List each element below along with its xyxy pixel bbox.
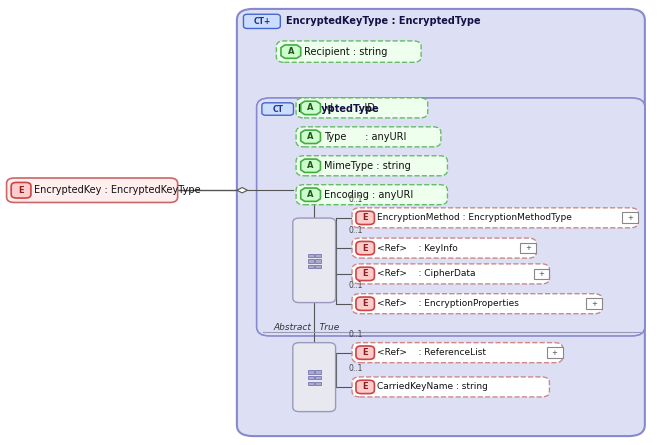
FancyBboxPatch shape — [262, 103, 293, 115]
FancyBboxPatch shape — [534, 268, 549, 279]
FancyBboxPatch shape — [315, 265, 321, 268]
Text: EncryptedKey : EncryptedKeyType: EncryptedKey : EncryptedKeyType — [34, 185, 201, 195]
Text: <Ref>    : EncryptionProperties: <Ref> : EncryptionProperties — [377, 299, 519, 308]
Text: 0..1: 0..1 — [349, 226, 363, 235]
Text: A: A — [307, 103, 314, 113]
FancyBboxPatch shape — [315, 254, 321, 257]
Text: <Ref>    : KeyInfo: <Ref> : KeyInfo — [377, 243, 458, 253]
FancyBboxPatch shape — [276, 41, 421, 62]
FancyBboxPatch shape — [622, 213, 638, 223]
FancyBboxPatch shape — [356, 241, 374, 255]
FancyBboxPatch shape — [243, 14, 280, 28]
Text: EncryptedType: EncryptedType — [297, 104, 379, 114]
Text: A: A — [288, 47, 294, 56]
Text: E: E — [363, 348, 368, 357]
FancyBboxPatch shape — [293, 343, 336, 412]
FancyBboxPatch shape — [308, 259, 315, 263]
Polygon shape — [301, 101, 320, 115]
FancyBboxPatch shape — [352, 264, 549, 284]
Text: Encoding : anyURI: Encoding : anyURI — [324, 190, 413, 200]
Text: EncryptionMethod : EncryptionMethodType: EncryptionMethod : EncryptionMethodType — [377, 213, 572, 222]
Text: MimeType : string: MimeType : string — [324, 161, 411, 171]
Polygon shape — [237, 188, 247, 193]
FancyBboxPatch shape — [308, 382, 315, 385]
Text: EncryptedKeyType : EncryptedType: EncryptedKeyType : EncryptedType — [286, 16, 481, 26]
Text: A: A — [307, 190, 314, 199]
FancyBboxPatch shape — [352, 343, 563, 363]
FancyBboxPatch shape — [356, 297, 374, 311]
Text: +: + — [526, 245, 531, 251]
FancyBboxPatch shape — [356, 211, 374, 225]
Text: E: E — [363, 299, 368, 308]
Polygon shape — [301, 130, 320, 143]
FancyBboxPatch shape — [7, 178, 178, 202]
Polygon shape — [281, 45, 301, 58]
Text: E: E — [363, 213, 368, 222]
Text: E: E — [363, 382, 368, 392]
FancyBboxPatch shape — [352, 377, 549, 397]
FancyBboxPatch shape — [356, 346, 374, 360]
FancyBboxPatch shape — [315, 382, 321, 385]
FancyBboxPatch shape — [293, 218, 336, 303]
FancyBboxPatch shape — [352, 208, 638, 228]
Text: 0..1: 0..1 — [349, 281, 363, 290]
FancyBboxPatch shape — [356, 380, 374, 394]
Text: CarriedKeyName : string: CarriedKeyName : string — [377, 382, 488, 392]
Polygon shape — [301, 159, 320, 173]
Text: E: E — [363, 243, 368, 253]
FancyBboxPatch shape — [237, 9, 645, 436]
Text: +: + — [539, 271, 544, 277]
FancyBboxPatch shape — [296, 127, 441, 147]
FancyBboxPatch shape — [296, 185, 447, 205]
FancyBboxPatch shape — [296, 156, 447, 176]
Text: 0..1: 0..1 — [349, 330, 363, 339]
FancyBboxPatch shape — [547, 347, 563, 358]
Text: CT+: CT+ — [253, 17, 270, 26]
Text: E: E — [18, 186, 24, 195]
FancyBboxPatch shape — [296, 98, 428, 118]
FancyBboxPatch shape — [352, 238, 536, 258]
FancyBboxPatch shape — [352, 294, 602, 314]
Text: Recipient : string: Recipient : string — [304, 47, 388, 57]
FancyBboxPatch shape — [308, 370, 315, 374]
FancyBboxPatch shape — [308, 265, 315, 268]
Text: 0..1: 0..1 — [349, 195, 363, 204]
Text: <Ref>    : ReferenceList: <Ref> : ReferenceList — [377, 348, 486, 357]
Text: A: A — [307, 132, 314, 142]
FancyBboxPatch shape — [315, 370, 321, 374]
FancyBboxPatch shape — [586, 298, 602, 309]
Text: 0..1: 0..1 — [349, 364, 363, 373]
FancyBboxPatch shape — [356, 267, 374, 281]
Text: Abstract   True: Abstract True — [273, 323, 340, 332]
FancyBboxPatch shape — [315, 376, 321, 379]
Text: A: A — [307, 161, 314, 170]
FancyBboxPatch shape — [308, 254, 315, 257]
FancyBboxPatch shape — [11, 182, 31, 198]
FancyBboxPatch shape — [257, 98, 645, 336]
Text: Id        : ID: Id : ID — [324, 103, 374, 113]
Text: +: + — [592, 301, 597, 307]
FancyBboxPatch shape — [315, 259, 321, 263]
Text: CT: CT — [272, 105, 283, 113]
Text: +: + — [552, 350, 557, 356]
FancyBboxPatch shape — [308, 376, 315, 379]
Text: Type      : anyURI: Type : anyURI — [324, 132, 406, 142]
FancyBboxPatch shape — [520, 243, 536, 254]
Text: E: E — [363, 269, 368, 279]
Text: <Ref>    : CipherData: <Ref> : CipherData — [377, 269, 476, 279]
Text: +: + — [628, 215, 633, 221]
Polygon shape — [301, 188, 320, 201]
